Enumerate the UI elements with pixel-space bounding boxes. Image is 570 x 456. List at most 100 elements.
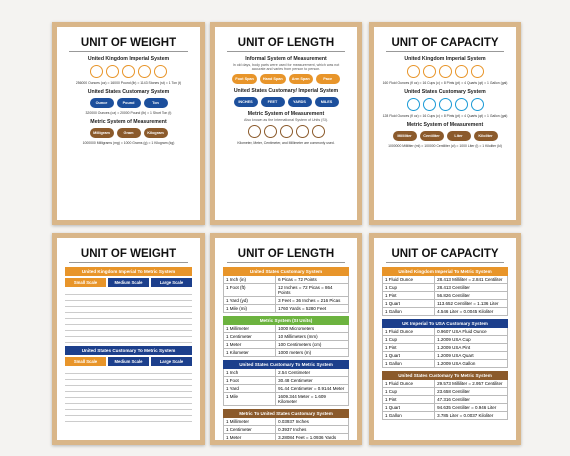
section-note: Also known as the International System o…: [244, 118, 328, 122]
table-cell: 1 Mile: [224, 393, 276, 405]
table-row: 1 Fluid Ounce 28.413 Milliliter = 2.841 C…: [382, 276, 508, 284]
table-row: 1 Millimeter 1000 Micrometers: [223, 325, 349, 333]
unit-label: Ounce: [89, 98, 114, 108]
unit-icon: [154, 65, 167, 78]
poster-title: UNIT OF CAPACITY: [386, 37, 504, 52]
table-cell: 100 Centimeters (cm): [278, 342, 322, 347]
table-row: 1 Cup 23.658 Centiliter: [382, 388, 508, 396]
table-cell: 113.652 Centiliter = 1.136 Liter: [437, 301, 499, 306]
table-row: 1 Inch (in) 6 Picas = 72 Points: [223, 276, 349, 284]
poster-frame: UNIT OF WEIGHT United Kingdom Imperial To…: [52, 233, 205, 445]
unit-label: Milliliter: [392, 131, 417, 141]
table-cell: 3.28084 Feet = 1.0936 Yards: [278, 435, 337, 440]
unit-icon: [295, 125, 309, 138]
unit-label: Kiloliter: [473, 131, 498, 141]
table-cell: 1.2009 USA Cup: [437, 337, 471, 342]
tab: Large Scale: [151, 357, 192, 366]
table-row: 1 Gallon 3.785 Liter = 0.0037 Kiloliter: [382, 412, 508, 420]
table-row: 1 Meter 3.28084 Feet = 1.0936 Yards: [223, 434, 349, 440]
table-row: 1 Gallon 4.546 Liter = 0.0045 Kiloliter: [382, 308, 508, 316]
table-row: 1 Foot (ft) 12 Inches = 72 Picas = 864 Po…: [223, 284, 349, 297]
table-row: 1 Quart 1.2009 USA Quart: [382, 352, 508, 360]
table-row: 1 Pint 47.316 Centiliter: [382, 396, 508, 404]
unit-icon: [247, 125, 261, 138]
table-cell: 1609.344 Meter = 1.609 Kilometer: [278, 394, 326, 404]
table-row: 1 Foot 30.48 Centimeter: [223, 377, 349, 385]
table-row: 1 Gallon 1.2009 USA Gallon: [382, 360, 508, 368]
table-cell: 1 Mile (mi): [224, 305, 277, 312]
tabs: Small Scale Medium Scale Large Scale: [65, 278, 192, 287]
table-cell: 0.3937 Inches: [278, 427, 307, 432]
table-cell: 1 Fluid Ounce: [383, 276, 436, 283]
table-line: [65, 416, 192, 422]
tab: Medium Scale: [108, 278, 149, 287]
table-cell: 0.9607 USA Fluid Ounce: [437, 329, 487, 334]
unit-icon: [454, 65, 468, 78]
table-cell: 1 Inch (in): [224, 276, 277, 283]
section: United States Customary System 128 Fluid …: [382, 89, 508, 118]
table-cell: 23.658 Centiliter: [437, 389, 470, 394]
table-row: 1 Cup 28.413 Centiliter: [382, 284, 508, 292]
unit-icon: [438, 65, 452, 78]
table-row: 1 Yard (yd) 3 Feet = 36 Inches = 216 Pica…: [223, 297, 349, 305]
poster-title: UNIT OF WEIGHT: [69, 37, 188, 52]
section: Informal System of Measurement In old day…: [223, 56, 349, 84]
unit-label: Milligram: [89, 128, 114, 138]
section-heading: United States Customary System: [404, 89, 486, 95]
section: Metric System of Measurement Milliliter Ce…: [382, 122, 508, 148]
unit-label: Foot Span: [232, 74, 257, 84]
table-cell: 1093.61 Yards = 0.62137 Miles: [276, 442, 342, 445]
table-cell: 1 Gallon: [383, 360, 436, 367]
table-cell: 1000 meters (m): [278, 350, 312, 355]
icon-row: [382, 65, 508, 78]
unit-label: YARDS: [287, 97, 312, 107]
unit-label: Ton: [143, 98, 168, 108]
unit-icon: [311, 125, 325, 138]
unit-icon: [263, 125, 277, 138]
table-cell: 3 Feet = 36 Inches = 216 Picas: [278, 298, 341, 303]
table-cell: 30.48 Centimeter: [278, 378, 313, 383]
table-header: Metric To United States Customary System: [223, 409, 349, 418]
poster-frame: UNIT OF CAPACITY United Kingdom Imperial …: [369, 233, 521, 445]
table-line: [65, 386, 192, 392]
table-line: [65, 289, 192, 295]
section-heading: United States Customary System: [87, 89, 170, 95]
section-heading: Metric System of Measurement: [90, 119, 167, 125]
table-cell: 1 Cup: [383, 388, 436, 395]
table-cell: 1 Quart: [383, 404, 436, 411]
table-cell: 6 Picas = 72 Points: [278, 277, 317, 282]
unit-icon: [138, 65, 151, 78]
table-line: [65, 295, 192, 301]
table-line: [65, 301, 192, 307]
table-cell: 10 Millimeters (mm): [278, 334, 318, 339]
table-row: 1 Quart 113.652 Centiliter = 1.136 Liter: [382, 300, 508, 308]
table-line: [65, 319, 192, 325]
table-row: 1 Inch 2.54 Centimeter: [223, 369, 349, 377]
table-cell: 56.826 Centiliter: [437, 293, 470, 298]
table-header: UK Imperial To USA Customary System: [382, 319, 508, 328]
table-row: 1 Kilometer1093.61 Yards = 0.62137 Miles: [223, 442, 349, 445]
unit-icon: [106, 65, 119, 78]
table-cell: 1 Meter: [224, 434, 277, 440]
table-row: 1 Fluid Ounce 0.9607 USA Fluid Ounce: [382, 328, 508, 336]
section: Metric System of Measurement Milligram Gra…: [65, 119, 192, 145]
equation: Kilometer, Meter, Centimeter, and Millim…: [237, 141, 335, 145]
table-cell: 1 Quart: [383, 352, 436, 359]
unit-label: Centiliter: [419, 131, 444, 141]
poster-title: UNIT OF WEIGHT: [69, 248, 188, 263]
equation: 256000 Ounces (oz) = 16000 Pound (lb) = …: [75, 81, 182, 85]
equation: 320000 Ounces (oz) = 20000 Pound (lb) = …: [85, 111, 172, 115]
tab: Small Scale: [65, 278, 106, 287]
table-line: [65, 331, 192, 337]
table-line: [65, 368, 192, 374]
poster-frame: UNIT OF LENGTH United States Customary Sy…: [210, 233, 362, 445]
table-header: United States Customary To Metric System: [223, 360, 349, 369]
icon-row: Milligram Gram Kilogram: [65, 128, 192, 138]
table-cell: 1760 Yards = 5280 Feet: [278, 306, 327, 311]
poster-frame: UNIT OF CAPACITY United Kingdom Imperial …: [369, 22, 521, 225]
table-row: 1 Pint 1.2009 USA Pint: [382, 344, 508, 352]
table-row: 1 Meter 100 Centimeters (cm): [223, 341, 349, 349]
icon-row: [223, 125, 349, 138]
table-row: 1 Centimeter 10 Millimeters (mm): [223, 333, 349, 341]
unit-label: Liter: [446, 131, 471, 141]
